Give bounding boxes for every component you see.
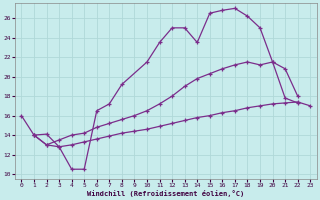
X-axis label: Windchill (Refroidissement éolien,°C): Windchill (Refroidissement éolien,°C) bbox=[87, 190, 244, 197]
